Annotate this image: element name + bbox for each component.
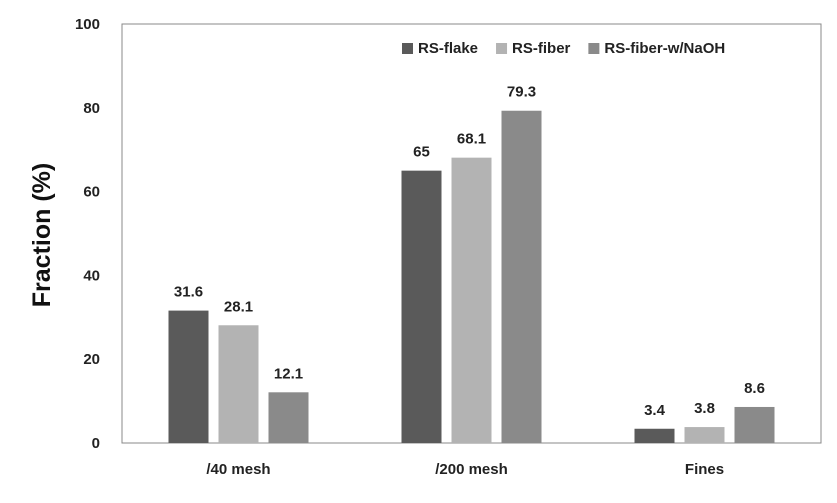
legend-label: RS-fiber-w/NaOH: [604, 40, 725, 57]
legend: RS-flake RS-fiber RS-fiber-w/NaOH: [402, 40, 725, 57]
y-axis: 0 20 40 60 80 100: [75, 16, 100, 452]
y-tick-label: 40: [83, 267, 100, 284]
data-labels: 31.6 28.1 12.1 65 68.1 79.3 3.4 3.8 8.6: [174, 84, 765, 419]
legend-swatch: [496, 43, 508, 54]
bar: [684, 427, 725, 443]
bar: [268, 392, 309, 443]
bar: [734, 406, 775, 443]
data-label: 28.1: [224, 298, 253, 315]
y-axis-title: Fraction (%): [28, 163, 56, 307]
bar: [168, 310, 209, 443]
y-tick-label: 60: [83, 184, 100, 201]
data-label: 12.1: [274, 365, 303, 382]
x-axis: /40 mesh/200 mesh Fines: [206, 461, 724, 478]
x-tick-label: /40 mesh: [206, 461, 270, 478]
bars: [168, 110, 775, 443]
x-tick-label: Fines: [685, 461, 724, 478]
legend-swatch: [402, 43, 413, 54]
bar: [218, 325, 259, 443]
y-tick-label: 100: [75, 16, 100, 33]
data-label: 3.8: [694, 400, 715, 417]
legend-label: RS-flake: [418, 40, 478, 57]
data-label: 31.6: [174, 284, 203, 301]
data-label: 65: [413, 144, 430, 161]
legend-swatch: [588, 43, 600, 54]
y-tick-label: 80: [83, 100, 100, 117]
x-tick-label: /200 mesh: [435, 461, 508, 478]
data-label: 3.4: [644, 402, 666, 419]
y-tick-label: 20: [83, 351, 100, 368]
bar: [634, 428, 675, 443]
data-label: 8.6: [744, 380, 765, 397]
bar: [501, 110, 542, 443]
y-tick-label: 0: [92, 435, 100, 452]
data-label: 79.3: [507, 84, 536, 101]
legend-label: RS-fiber: [512, 40, 571, 57]
bar: [451, 157, 492, 443]
data-label: 68.1: [457, 131, 486, 148]
bar: [401, 170, 442, 443]
